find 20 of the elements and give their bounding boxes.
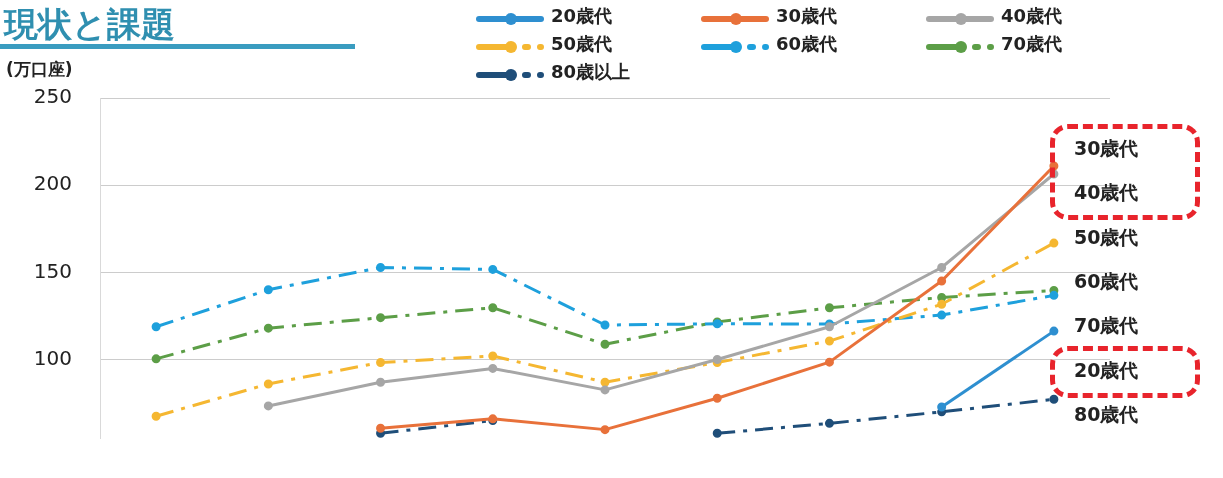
legend-label: 70歳代 (1001, 32, 1063, 56)
y-tick-label: 250 (33, 84, 72, 109)
chart-title: 現状と課題 (4, 3, 175, 46)
annotation: 20歳代 (1074, 358, 1139, 381)
legend-label: 80歳以上 (551, 60, 631, 84)
y-tick-label: 100 (33, 345, 72, 370)
annotation: 60歳代 (1074, 269, 1139, 292)
legend-label: 50歳代 (551, 32, 613, 56)
legend-label: 60歳代 (776, 32, 838, 56)
annotation: 30歳代 (1074, 136, 1139, 159)
y-axis-title: (万口座) (6, 58, 73, 81)
annotation: 80歳代 (1074, 402, 1139, 425)
legend-label: 40歳代 (1001, 4, 1063, 28)
y-tick-label: 150 (33, 258, 72, 283)
legend-label: 30歳代 (776, 4, 838, 28)
y-tick-label: 200 (33, 171, 72, 196)
legend-label: 20歳代 (551, 4, 613, 28)
annotation: 40歳代 (1074, 181, 1139, 204)
annotation: 50歳代 (1074, 225, 1139, 248)
annotation: 70歳代 (1074, 314, 1139, 337)
